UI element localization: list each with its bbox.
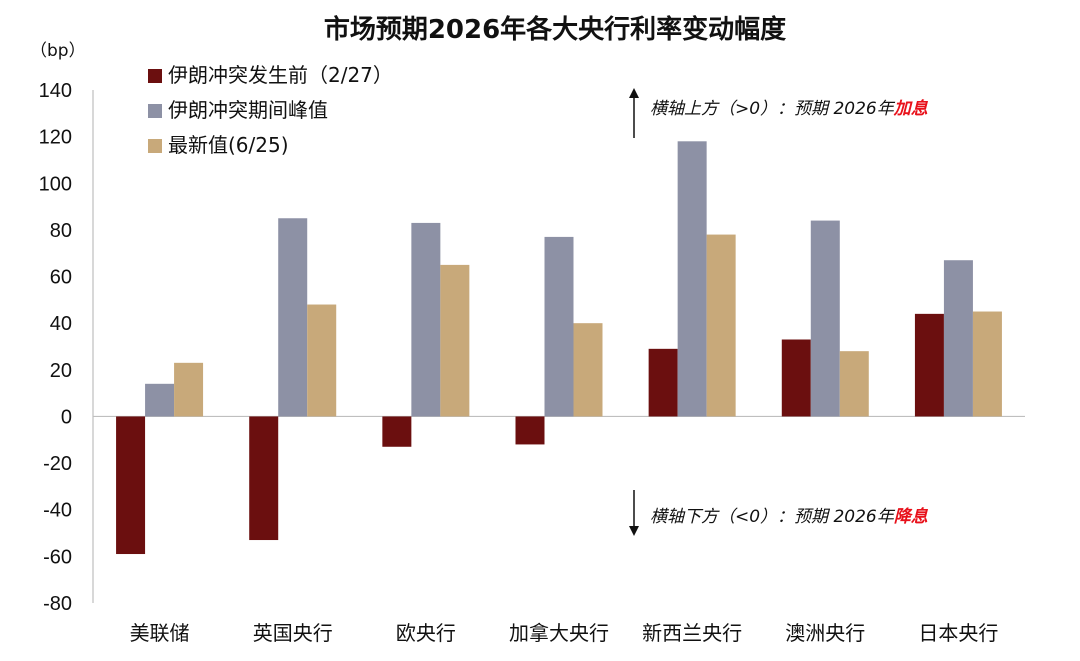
bar-2-1: [411, 222, 441, 417]
legend-label: 伊朗冲突期间峰值: [168, 98, 328, 122]
legend-swatch: [148, 69, 162, 83]
y-tick-label: 0: [61, 406, 72, 428]
y-tick-label: 120: [39, 127, 72, 149]
bar-1-0: [249, 416, 279, 541]
bar-4-2: [706, 234, 736, 417]
down-arrow-head: [629, 526, 639, 536]
bar-3-0: [515, 416, 545, 445]
x-category-label: 美联储: [130, 621, 190, 645]
y-tick-label: 60: [50, 267, 72, 289]
bar-3-2: [573, 323, 603, 417]
axes: [92, 90, 1025, 603]
x-category-label: 新西兰央行: [642, 621, 742, 645]
y-tick-label: 40: [50, 313, 72, 335]
bar-0-1: [145, 383, 175, 417]
up-arrow-head: [629, 88, 639, 98]
x-category-label: 日本央行: [918, 621, 998, 645]
bar-3-1: [544, 236, 574, 417]
bar-5-2: [839, 351, 869, 417]
bar-5-0: [781, 339, 811, 417]
bar-5-1: [810, 220, 840, 417]
y-tick-labels: 140 120 100 80 60 40 20 0 -20 -40 -60 -80: [39, 80, 72, 615]
bar-6-1: [943, 260, 973, 417]
annotation-up-text: 横轴上方（>0）：预期 2026年: [650, 99, 896, 119]
x-category-label: 加拿大央行: [509, 621, 609, 645]
y-tick-label: 80: [50, 220, 72, 242]
legend-label: 最新值(6/25): [168, 133, 289, 157]
y-tick-label: 20: [50, 360, 72, 382]
legend-label: 伊朗冲突发生前（2/27）: [168, 63, 393, 87]
bar-1-1: [278, 218, 308, 417]
bar-4-1: [677, 141, 707, 417]
annotation-down-highlight: 降息: [894, 507, 929, 527]
legend-swatch: [148, 104, 162, 118]
legend-swatch: [148, 139, 162, 153]
bar-0-2: [174, 362, 204, 417]
y-tick-label: -80: [43, 593, 72, 615]
bar-6-2: [972, 311, 1002, 417]
bar-2-2: [440, 264, 470, 417]
annotation-up-highlight: 加息: [893, 99, 929, 119]
y-tick-label: 140: [39, 80, 72, 102]
svg-text:横轴上方（>0）：预期 2026年加息: 横轴上方（>0）：预期 2026年加息: [650, 99, 929, 119]
y-tick-label: 100: [39, 173, 72, 195]
y-axis-unit: （bp）: [30, 41, 86, 61]
x-category-label: 欧央行: [396, 621, 456, 645]
annotation-down-text: 横轴下方（<0）：预期 2026年: [650, 507, 896, 527]
annotation-up: 横轴上方（>0）：预期 2026年加息: [629, 88, 929, 138]
bar-0-0: [116, 416, 146, 555]
bar-6-0: [914, 313, 944, 417]
bar-4-0: [648, 348, 678, 417]
y-tick-label: -60: [43, 546, 72, 568]
bars: [116, 141, 1002, 555]
x-category-label: 澳洲央行: [785, 621, 865, 645]
y-tick-label: -20: [43, 453, 72, 475]
chart-title: 市场预期2026年各大央行利率变动幅度: [324, 14, 786, 45]
x-category-labels: 美联储 英国央行 欧央行 加拿大央行 新西兰央行 澳洲央行 日本央行: [130, 621, 999, 645]
svg-text:横轴下方（<0）：预期 2026年降息: 横轴下方（<0）：预期 2026年降息: [650, 507, 929, 527]
bar-1-2: [307, 304, 337, 417]
annotation-down: 横轴下方（<0）：预期 2026年降息: [629, 490, 929, 536]
y-tick-label: -40: [43, 500, 72, 522]
x-category-label: 英国央行: [253, 621, 333, 645]
bar-2-0: [382, 416, 412, 447]
